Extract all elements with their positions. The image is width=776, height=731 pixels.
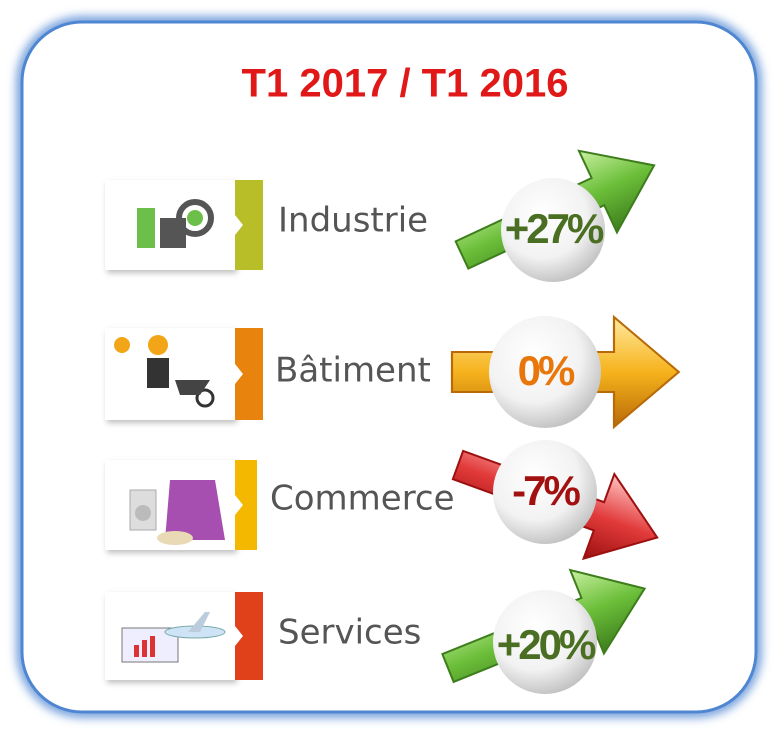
row-value: +20%	[497, 621, 596, 668]
row-value: -7%	[512, 467, 580, 514]
row-value: +27%	[505, 205, 604, 252]
row-label: Commerce	[270, 479, 455, 519]
value-ball	[501, 178, 605, 282]
row-label: Bâtiment	[275, 351, 431, 391]
icon	[114, 335, 215, 408]
row-value: 0%	[518, 347, 575, 394]
row-industrie: Industrie +27%	[105, 149, 656, 282]
row-services: Services +20%	[105, 568, 647, 694]
notch	[235, 626, 243, 646]
icon	[137, 199, 214, 248]
value-ball	[493, 440, 597, 544]
notch	[235, 364, 243, 384]
row-batiment: Bâtiment 0%	[105, 314, 681, 430]
icon	[129, 480, 225, 545]
row-label: Industrie	[278, 201, 428, 241]
title: T1 2017 / T1 2016	[242, 62, 569, 106]
color-tab	[235, 460, 257, 550]
row-label: Services	[278, 613, 421, 653]
row-commerce: Commerce -7%	[105, 440, 659, 561]
value-ball	[493, 590, 597, 694]
notch	[235, 495, 243, 515]
notch	[235, 215, 243, 235]
icon	[121, 612, 226, 663]
value-ball	[489, 316, 601, 428]
